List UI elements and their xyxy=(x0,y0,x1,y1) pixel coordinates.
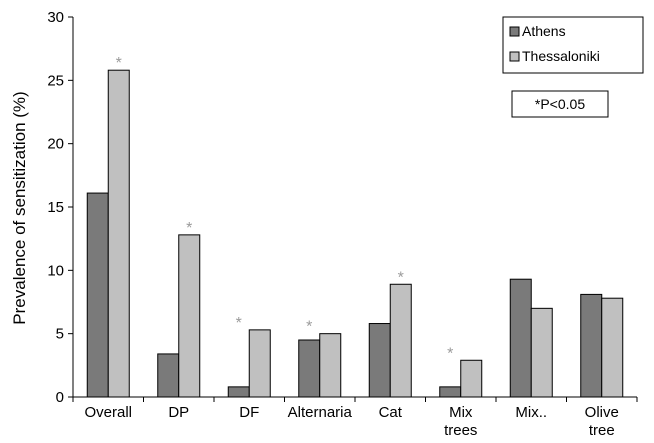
significance-star: * xyxy=(236,315,242,332)
legend-swatch-thessaloniki xyxy=(509,51,520,62)
bar-thessaloniki-3 xyxy=(319,333,342,398)
x-tick-label: DP xyxy=(168,404,189,421)
significance-star: * xyxy=(116,55,122,72)
significance-star: * xyxy=(186,220,192,237)
x-tick-label: Mix xyxy=(449,404,473,421)
x-tick-label: Olive xyxy=(585,404,619,421)
significance-note-text: *P<0.05 xyxy=(535,96,585,112)
y-tick-label: 10 xyxy=(47,262,64,279)
bar-athens-3 xyxy=(298,339,321,398)
significance-star: * xyxy=(398,269,404,286)
y-tick-label: 25 xyxy=(47,72,64,89)
bar-athens-1 xyxy=(157,353,180,398)
y-tick-label: 5 xyxy=(56,326,64,343)
significance-markers: * * * * * * xyxy=(116,55,454,362)
legend-label-thessaloniki: Thessaloniki xyxy=(522,48,600,64)
x-tick-label: Mix.. xyxy=(515,404,547,421)
bar-athens-4 xyxy=(368,323,391,398)
legend: Athens Thessaloniki xyxy=(502,16,644,74)
significance-note: *P<0.05 xyxy=(511,90,609,118)
x-tick-label: Cat xyxy=(379,404,403,421)
legend-label-athens: Athens xyxy=(522,23,566,39)
significance-star: * xyxy=(306,319,312,336)
bar-thessaloniki-2 xyxy=(248,329,271,398)
legend-swatch-athens xyxy=(509,26,520,37)
bar-thessaloniki-4 xyxy=(389,283,412,398)
bar-thessaloniki-5 xyxy=(460,359,483,398)
x-tick-label: DF xyxy=(239,404,259,421)
bars xyxy=(86,69,624,398)
bar-athens-6 xyxy=(509,278,532,398)
bar-thessaloniki-6 xyxy=(530,307,553,398)
bar-athens-5 xyxy=(439,386,462,398)
bar-thessaloniki-1 xyxy=(178,234,201,398)
bar-athens-0 xyxy=(86,192,109,398)
bar-thessaloniki-0 xyxy=(107,69,130,398)
y-tick-label: 15 xyxy=(47,199,64,216)
x-tick-label: Overall xyxy=(84,404,132,421)
bar-athens-2 xyxy=(227,386,250,398)
x-tick-label: Alternaria xyxy=(288,404,353,421)
y-tick-label: 0 xyxy=(56,389,64,406)
significance-star: * xyxy=(447,345,453,362)
x-tick-label: trees xyxy=(444,422,477,439)
y-tick-label: 30 xyxy=(47,9,64,26)
x-tick-label: tree xyxy=(589,422,615,439)
y-tick-label: 20 xyxy=(47,136,64,153)
bar-athens-7 xyxy=(580,293,603,398)
y-axis-label: Prevalence of sensitization (%) xyxy=(10,91,29,324)
bar-thessaloniki-7 xyxy=(601,297,624,398)
